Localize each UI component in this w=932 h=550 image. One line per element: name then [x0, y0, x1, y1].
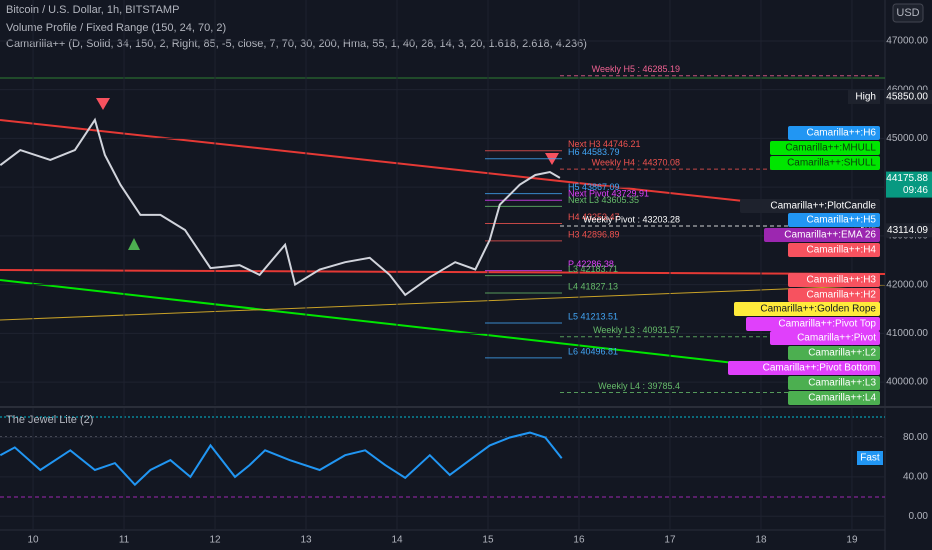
indicator-tag: [740, 199, 880, 213]
indicator-tag-label: Camarilla++:MHULL: [785, 143, 876, 154]
x-tick-label: 16: [573, 535, 585, 546]
level-label: Weekly L4 : 39785.4: [598, 381, 680, 391]
level-label: Next H3 44746.21: [568, 139, 641, 149]
indicator-tag-label: Camarilla++:Pivot Bottom: [763, 363, 876, 374]
x-tick-label: 12: [209, 535, 221, 546]
indicator-tag: [788, 273, 880, 287]
signal-arrow: [96, 98, 110, 110]
trend-line: [0, 284, 886, 321]
indicator-tag: [770, 331, 880, 345]
chart-title: Bitcoin / U.S. Dollar, 1h, BITSTAMP: [6, 4, 179, 16]
y-tick-label: 47000.00: [886, 36, 928, 47]
x-tick-label: 19: [846, 535, 858, 546]
y-tick-label: 42000.00: [886, 279, 928, 290]
currency-label[interactable]: USD: [896, 7, 919, 19]
level-label: L5 41213.51: [568, 311, 618, 321]
indicator-tag: [734, 302, 880, 316]
indicator-tag-label: Camarilla++:Pivot Top: [778, 319, 876, 330]
indicator-tag: [788, 213, 880, 227]
indicator-tag-label: Camarilla++:H5: [807, 215, 877, 226]
level-label: L4 41827.13: [568, 281, 618, 291]
level-label: H3 42896.89: [568, 229, 620, 239]
indicator-tag-label: Camarilla++:H6: [807, 128, 877, 139]
currency-button[interactable]: [892, 3, 924, 23]
indicator-tag: [770, 141, 880, 155]
indicator-tag-label: Camarilla++:L2: [808, 348, 876, 359]
indicator-tag: [728, 361, 880, 375]
trend-line: [0, 119, 781, 206]
signal-arrow: [128, 238, 140, 250]
y-tick-label: 0.00: [909, 511, 929, 522]
indicator-tag: [788, 376, 880, 390]
indicator-tag: [788, 346, 880, 360]
level-label: Weekly L3 : 40931.57: [593, 325, 680, 335]
price-tag-label: High: [855, 92, 876, 103]
indicator-tag: [857, 451, 883, 465]
level-label: H4 43253.47: [568, 212, 620, 222]
price-tag-label-bg: [848, 89, 880, 104]
indicator-tag-label: Camarilla++:H4: [807, 245, 877, 256]
indicator-tag: [764, 228, 880, 242]
price-tag: [886, 89, 932, 104]
y-tick-label: 40.00: [903, 472, 928, 483]
oscillator-title: The Jewel Lite (2): [6, 414, 93, 426]
price-tag-time: 09:46: [903, 185, 928, 196]
level-label: Next Pivot 43729.91: [568, 189, 649, 199]
price-tag: [886, 171, 932, 198]
indicator-tag-label: Camarilla++:Golden Rope: [760, 304, 876, 315]
trend-line: [0, 279, 771, 368]
indicator-tag-label: Camarilla++:H2: [807, 290, 877, 301]
level-label: Weekly H4 : 44370.08: [592, 157, 680, 167]
indicator-tag: [788, 126, 880, 140]
level-label: Weekly H5 : 46285.19: [592, 64, 680, 74]
indicator-label: Camarilla++ (D, Solid, 34, 150, 2, Right…: [6, 38, 587, 50]
indicator-tag: [788, 288, 880, 302]
x-tick-label: 10: [27, 535, 39, 546]
level-label: Weekly Pivot : 43203.28: [583, 214, 680, 224]
indicator-tag-label: Camarilla++:PlotCandle: [770, 201, 876, 212]
indicator-tag-label: Fast: [860, 453, 880, 464]
x-tick-label: 18: [755, 535, 767, 546]
price-tag: [886, 223, 932, 238]
level-label: P 42286.38: [568, 259, 614, 269]
series-line: [0, 431, 563, 487]
indicator-tag-label: Camarilla++:L4: [808, 393, 876, 404]
series-line: [0, 117, 561, 297]
x-tick-label: 11: [119, 535, 130, 546]
x-tick-label: 15: [482, 535, 494, 546]
indicator-tag-label: Camarilla++:H3: [807, 275, 877, 286]
indicator-tag-label: Camarilla++:L3: [808, 378, 876, 389]
x-tick-label: 13: [300, 535, 312, 546]
level-label: H5 43867.09: [568, 182, 620, 192]
y-tick-label: 46000.00: [886, 84, 928, 95]
indicator-tag-label: Camarilla++:EMA 26: [784, 230, 876, 241]
indicator-tag: [788, 391, 880, 405]
indicator-tag-label: Camarilla++:Pivot: [797, 333, 876, 344]
trend-line: [0, 269, 886, 275]
indicator-tag: [770, 156, 880, 170]
x-tick-label: 17: [664, 535, 676, 546]
level-label: L6 40496.81: [568, 346, 618, 356]
level-label: Next L3 43605.35: [568, 195, 639, 205]
indicator-tag: [746, 317, 880, 331]
y-tick-label: 45000.00: [886, 133, 928, 144]
y-tick-label: 40000.00: [886, 377, 928, 388]
price-tag-value: 43114.09: [887, 225, 928, 236]
indicator-label: Volume Profile / Fixed Range (150, 24, 7…: [6, 22, 226, 34]
price-tag-value: 44175.88: [886, 173, 928, 184]
indicator-tag-label: Camarilla++:SHULL: [787, 158, 876, 169]
level-label: H6 44583.79: [568, 147, 620, 157]
y-tick-label: 41000.00: [886, 328, 928, 339]
price-tag-value: 45850.00: [886, 92, 928, 103]
y-tick-label: 80.00: [903, 432, 928, 443]
level-label: L3 42183.71: [568, 264, 618, 274]
indicator-tag: [788, 243, 880, 257]
x-tick-label: 14: [391, 535, 403, 546]
